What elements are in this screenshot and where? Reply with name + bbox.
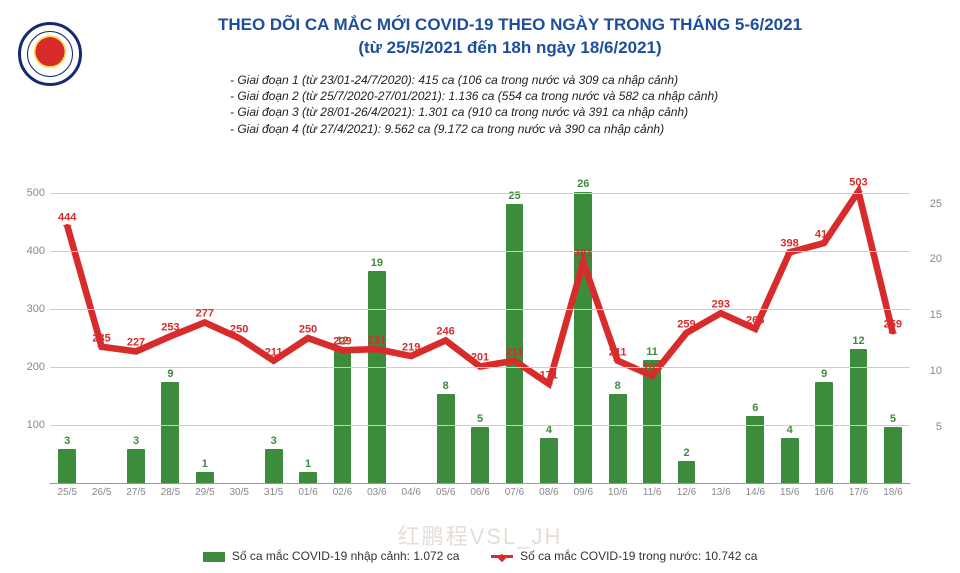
line-value-label: 259 (677, 318, 695, 330)
line-value-label: 231 (368, 335, 386, 347)
x-tick-label: 08/6 (532, 483, 566, 513)
line-value-label: 219 (402, 342, 420, 354)
x-tick-label: 11/6 (635, 483, 669, 513)
x-tick-label: 15/6 (773, 483, 807, 513)
legend-line-label: Số ca mắc COVID-19 trong nước: 10.742 ca (520, 549, 757, 563)
x-tick-label: 10/6 (601, 483, 635, 513)
phase-4: - Giai đoạn 4 (từ 27/4/2021): 9.562 ca (… (230, 121, 718, 137)
line-value-label: 398 (780, 238, 798, 250)
y-left-tick: 500 (15, 187, 45, 199)
line-value-label: 211 (506, 346, 524, 358)
line-value-label: 229 (333, 336, 351, 348)
x-tick-label: 13/6 (704, 483, 738, 513)
chart-area: 339131121985254268112649125 100200300400… (50, 160, 910, 513)
legend-bar-label: Số ca mắc COVID-19 nhập cảnh: 1.072 ca (232, 549, 459, 563)
title-line-2: (từ 25/5/2021 đến 18h ngày 18/6/2021) (90, 37, 930, 60)
line-value-label: 414 (815, 229, 833, 241)
x-tick-label: 03/6 (360, 483, 394, 513)
x-tick-label: 25/5 (50, 483, 84, 513)
y-left-tick: 400 (15, 245, 45, 257)
x-tick-label: 04/6 (394, 483, 428, 513)
phase-annotations: - Giai đoạn 1 (từ 23/01-24/7/2020): 415 … (230, 72, 718, 137)
x-tick-label: 30/5 (222, 483, 256, 513)
legend-line-swatch (491, 555, 513, 558)
line-value-label: 185 (643, 361, 661, 373)
x-tick-label: 09/6 (566, 483, 600, 513)
watermark: 红鹏程VSL_JH (398, 519, 563, 551)
line-value-label: 503 (849, 177, 867, 189)
y-left-tick: 200 (15, 361, 45, 373)
x-tick-label: 31/5 (256, 483, 290, 513)
x-axis: 25/526/527/528/529/530/531/501/602/603/6… (50, 483, 910, 513)
y-left-tick: 100 (15, 419, 45, 431)
line-value-label: 277 (196, 308, 214, 320)
line-value-label: 444 (58, 211, 76, 223)
line-value-label: 250 (299, 324, 317, 336)
x-tick-label: 05/6 (428, 483, 462, 513)
phase-2: - Giai đoạn 2 (từ 25/7/2020-27/01/2021):… (230, 88, 718, 104)
ministry-logo (18, 22, 82, 86)
title-line-1: THEO DÕI CA MẮC MỚI COVID-19 THEO NGÀY T… (90, 14, 930, 37)
y-right-tick: 20 (930, 253, 942, 265)
line-value-label: 201 (471, 352, 489, 364)
y-right-tick: 25 (930, 198, 942, 210)
line-value-label: 253 (161, 322, 179, 334)
line-value-label: 266 (746, 314, 764, 326)
x-tick-label: 29/5 (188, 483, 222, 513)
x-tick-label: 18/6 (876, 483, 910, 513)
y-left-tick: 300 (15, 303, 45, 315)
y-right-tick: 15 (930, 309, 942, 321)
line-value-label: 381 (574, 248, 592, 260)
line-value-label: 211 (265, 346, 283, 358)
chart-title: THEO DÕI CA MẮC MỚI COVID-19 THEO NGÀY T… (90, 14, 930, 60)
x-tick-label: 16/6 (807, 483, 841, 513)
x-tick-label: 01/6 (291, 483, 325, 513)
x-tick-label: 02/6 (325, 483, 359, 513)
y-right-tick: 5 (936, 421, 942, 433)
x-tick-label: 28/5 (153, 483, 187, 513)
phase-1: - Giai đoạn 1 (từ 23/01-24/7/2020): 415 … (230, 72, 718, 88)
x-tick-label: 06/6 (463, 483, 497, 513)
x-tick-label: 27/5 (119, 483, 153, 513)
line-value-label: 246 (436, 326, 454, 338)
legend-item-line: Số ca mắc COVID-19 trong nước: 10.742 ca (491, 549, 758, 563)
line-value-label: 259 (884, 318, 902, 330)
legend: Số ca mắc COVID-19 nhập cảnh: 1.072 ca S… (0, 549, 960, 563)
phase-3: - Giai đoạn 3 (từ 28/01-26/4/2021): 1.30… (230, 104, 718, 120)
line-value-label: 171 (540, 369, 558, 381)
legend-bar-swatch (203, 552, 225, 562)
line-value-label: 293 (712, 299, 730, 311)
x-tick-label: 26/5 (84, 483, 118, 513)
line-value-label: 250 (230, 324, 248, 336)
line-value-label: 211 (609, 346, 627, 358)
x-tick-label: 07/6 (497, 483, 531, 513)
x-tick-label: 12/6 (669, 483, 703, 513)
x-tick-label: 14/6 (738, 483, 772, 513)
y-right-tick: 10 (930, 365, 942, 377)
line-value-label: 227 (127, 337, 145, 349)
line-value-label: 235 (92, 332, 110, 344)
plot-area: 339131121985254268112649125 100200300400… (50, 170, 910, 483)
x-tick-label: 17/6 (841, 483, 875, 513)
legend-item-bar: Số ca mắc COVID-19 nhập cảnh: 1.072 ca (203, 549, 460, 563)
chart-container: { "title": { "line1": "THEO DÕI CA MẮC M… (0, 0, 960, 573)
